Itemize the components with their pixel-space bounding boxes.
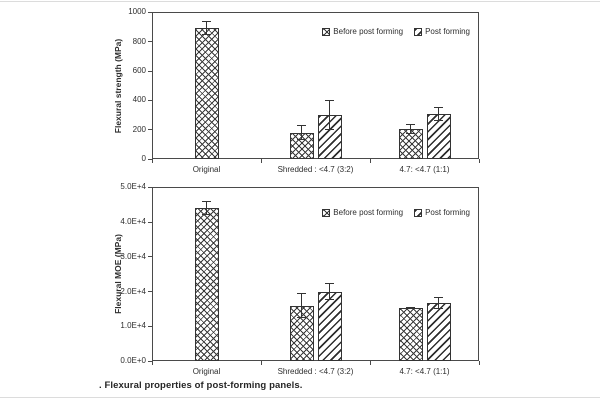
- page-edge-rule-top: [0, 1, 600, 2]
- category-label: Shredded : <4.7 (3:2): [277, 165, 354, 174]
- error-bar-line: [206, 21, 207, 35]
- error-bar-cap-bottom: [297, 139, 306, 140]
- error-bar-cap-top: [325, 283, 334, 284]
- legend-label: Post forming: [425, 27, 470, 36]
- error-bar-cap-bottom: [297, 316, 306, 318]
- crosshatch-swatch-icon: [322, 208, 331, 217]
- error-bar-cap-top: [202, 201, 211, 202]
- category-label: Original: [192, 165, 221, 174]
- y-tick-label: 5.0E+4: [120, 182, 146, 191]
- error-bar-cap-top: [202, 21, 211, 22]
- error-bar-line: [410, 306, 411, 309]
- y-axis-tick: [148, 325, 152, 327]
- error-bar-line: [438, 297, 439, 309]
- y-tick-label: 400: [132, 95, 146, 104]
- y-axis-tick: [148, 256, 152, 257]
- y-tick-label: 0.0E+0: [120, 356, 146, 365]
- y-tick-label: 800: [132, 36, 146, 46]
- y-tick-label: 0: [141, 154, 146, 163]
- x-axis-tick: [479, 361, 480, 365]
- error-bar-cap-bottom: [434, 120, 443, 121]
- bar-before-post-forming: [194, 208, 219, 361]
- y-tick-label: 4.0E+4: [120, 217, 146, 226]
- error-bar-line: [410, 123, 411, 134]
- error-bar-cap-bottom: [325, 299, 334, 300]
- y-tick-label: 1.0E+4: [120, 321, 146, 330]
- error-bar-line: [206, 201, 207, 215]
- y-axis-tick: [148, 11, 152, 13]
- error-bar-cap-bottom: [434, 308, 443, 309]
- x-axis-tick: [152, 159, 153, 163]
- error-bar-cap-top: [434, 107, 443, 108]
- legend-item-before-post-forming: Before post forming: [322, 27, 403, 36]
- bar-post-forming: [426, 114, 451, 159]
- y-tick-label: 3.0E+4: [120, 251, 146, 261]
- bar-before-post-forming: [398, 308, 423, 361]
- legend-item-post-forming: Post forming: [414, 208, 470, 217]
- y-axis-tick: [148, 221, 152, 223]
- category-label: 4.7: <4.7 (1:1): [399, 367, 450, 376]
- category-label: Original: [192, 367, 221, 376]
- bar-before-post-forming: [194, 28, 219, 159]
- bar-post-forming: [426, 303, 451, 361]
- y-axis-tick: [148, 41, 152, 42]
- legend-label: Post forming: [425, 208, 470, 217]
- error-bar-cap-bottom: [406, 308, 415, 309]
- diagonal-hatch-swatch-icon: [414, 208, 423, 217]
- legend-label: Before post forming: [333, 27, 404, 36]
- x-axis-tick: [261, 361, 262, 365]
- error-bar-cap-top: [406, 306, 415, 308]
- bar-before-post-forming: [398, 129, 423, 159]
- x-axis-tick: [370, 361, 371, 365]
- y-axis-tick: [148, 158, 152, 160]
- error-bar-line: [438, 107, 439, 121]
- error-bar-line: [301, 293, 302, 318]
- error-bar-cap-bottom: [406, 133, 415, 134]
- y-axis-title: Flexural MOE (MPa): [113, 234, 123, 314]
- page-edge-rule-bottom: [0, 397, 600, 398]
- y-axis-tick: [148, 70, 152, 72]
- y-axis-tick: [148, 291, 152, 292]
- figure-caption: . Flexural properties of post-forming pa…: [99, 380, 303, 391]
- crosshatch-swatch-icon: [322, 27, 331, 36]
- bar-before-post-forming: [289, 132, 314, 159]
- legend-item-before-post-forming: Before post forming: [322, 208, 403, 217]
- category-label: Shredded : <4.7 (3:2): [277, 367, 354, 376]
- legend: Before post forming Post forming: [322, 27, 470, 36]
- legend-label: Before post forming: [333, 208, 404, 217]
- error-bar-cap-top: [297, 293, 306, 294]
- y-axis-tick: [148, 129, 152, 130]
- y-tick-label: 1000: [128, 7, 146, 16]
- error-bar-cap-top: [406, 123, 415, 125]
- error-bar-cap-top: [297, 125, 306, 126]
- error-bar-line: [301, 125, 302, 140]
- x-axis-tick: [261, 159, 262, 163]
- x-axis-tick: [479, 159, 480, 163]
- y-tick-label: 200: [132, 124, 146, 134]
- x-axis-tick: [152, 361, 153, 365]
- error-bar-line: [329, 283, 330, 300]
- bar-post-forming: [317, 291, 342, 361]
- y-axis-tick: [148, 360, 152, 362]
- error-bar-cap-top: [434, 297, 443, 298]
- error-bar-cap-top: [325, 100, 334, 101]
- bar-before-post-forming: [289, 305, 314, 361]
- error-bar-cap-bottom: [325, 128, 334, 130]
- y-axis-tick: [148, 99, 152, 101]
- diagonal-hatch-swatch-icon: [414, 27, 423, 36]
- y-tick-label: 2.0E+4: [120, 286, 146, 296]
- category-label: 4.7: <4.7 (1:1): [399, 165, 450, 174]
- error-bar-cap-bottom: [202, 34, 211, 35]
- y-tick-label: 600: [132, 66, 146, 75]
- error-bar-cap-bottom: [202, 214, 211, 215]
- legend-item-post-forming: Post forming: [414, 27, 470, 36]
- legend: Before post forming Post forming: [322, 208, 470, 217]
- x-axis-tick: [370, 159, 371, 163]
- error-bar-line: [329, 100, 330, 130]
- y-axis-tick: [148, 186, 152, 188]
